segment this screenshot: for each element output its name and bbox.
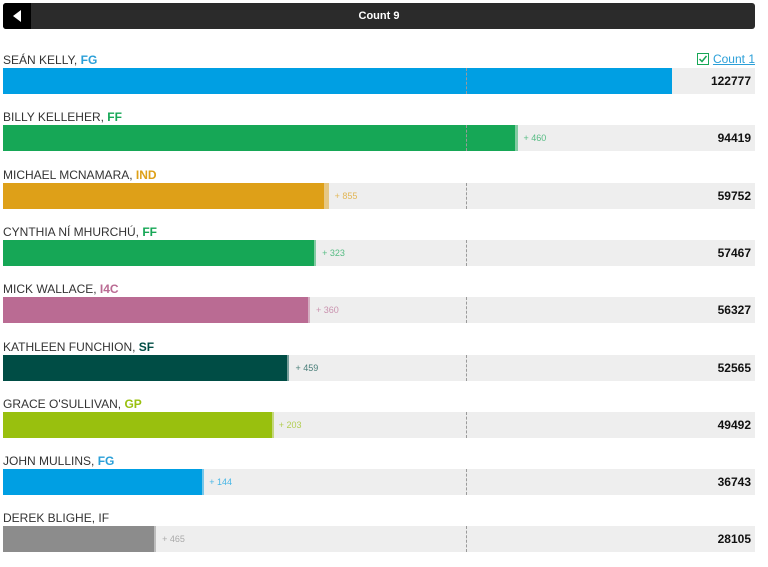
candidate-row: MICK WALLACE, I4C + 360 56327 xyxy=(3,281,755,338)
bar-transfer-gain xyxy=(323,182,329,209)
transfer-gain-label: + 459 xyxy=(295,362,319,373)
bar-previous-votes xyxy=(3,125,515,152)
bar-track: + 144 36743 xyxy=(3,469,755,496)
party-label: GP xyxy=(124,396,142,411)
quota-marker xyxy=(466,239,468,266)
vote-total: 52565 xyxy=(717,360,751,375)
quota-marker xyxy=(466,68,468,94)
transfer-gain-label: + 323 xyxy=(322,247,345,258)
candidate-name: DEREK BLIGHE, IF xyxy=(3,511,110,526)
bar-previous-votes xyxy=(3,354,287,381)
candidate-row: CYNTHIA NÍ MHURCHÚ, FF + 323 57467 xyxy=(3,224,755,281)
bar-track: + 855 59752 xyxy=(3,182,755,209)
quota-marker xyxy=(466,182,468,209)
vote-total: 56327 xyxy=(717,303,751,318)
candidate-row: DEREK BLIGHE, IF + 465 28105 xyxy=(3,510,755,567)
party-label: I4C xyxy=(99,282,119,297)
bar-previous-votes xyxy=(3,239,315,266)
party-label: FG xyxy=(97,454,115,469)
transfer-gain-label: + 460 xyxy=(523,133,547,144)
bar-track: 122777 xyxy=(3,68,755,94)
party-label: FG xyxy=(80,53,98,67)
count-1-link[interactable]: Count 1 xyxy=(696,52,755,66)
candidate-label: MICK WALLACE, I4C xyxy=(3,281,119,297)
count-title: Count 9 xyxy=(358,10,400,22)
bar-previous-votes xyxy=(3,68,673,94)
bar-transfer-gain xyxy=(307,297,310,324)
chevron-left-icon xyxy=(13,10,21,22)
transfer-gain-label: + 855 xyxy=(334,190,358,201)
candidate-row: JOHN MULLINS, FG + 144 36743 xyxy=(3,453,755,510)
count-header: Count 9 xyxy=(3,3,755,29)
back-button[interactable] xyxy=(3,3,31,29)
candidate-name: KATHLEEN FUNCHION, xyxy=(3,339,139,354)
candidate-row: GRACE O'SULLIVAN, GP + 203 49492 xyxy=(3,396,755,453)
party-label: SF xyxy=(138,339,155,354)
quota-marker xyxy=(466,354,468,381)
checkbox-checked-icon xyxy=(696,53,709,65)
transfer-gain-label: + 465 xyxy=(162,534,185,545)
candidate-label: DEREK BLIGHE, IF xyxy=(3,510,109,526)
candidate-row: KATHLEEN FUNCHION, SF + 459 52565 xyxy=(3,339,755,396)
vote-total: 94419 xyxy=(717,131,751,146)
party-label: IND xyxy=(135,167,157,182)
bar-transfer-gain xyxy=(286,354,290,381)
quota-marker xyxy=(466,411,468,438)
candidate-row: MICHAEL MCNAMARA, IND + 855 59752 xyxy=(3,167,755,224)
vote-total: 59752 xyxy=(717,188,751,203)
party-label: FF xyxy=(142,224,158,239)
candidate-row: BILLY KELLEHER, FF + 460 94419 xyxy=(3,109,755,166)
candidate-label: BILLY KELLEHER, FF xyxy=(3,109,122,125)
bar-transfer-gain xyxy=(515,125,518,152)
quota-marker xyxy=(466,526,468,553)
vote-total: 57467 xyxy=(717,245,751,260)
candidate-name: BILLY KELLEHER, xyxy=(3,110,108,125)
bar-previous-votes xyxy=(3,182,324,209)
quota-marker xyxy=(466,297,468,324)
vote-total: 28105 xyxy=(717,532,751,547)
vote-total: 49492 xyxy=(717,417,751,432)
candidate-name: GRACE O'SULLIVAN, xyxy=(3,396,125,411)
transfer-gain-label: + 144 xyxy=(209,477,232,488)
candidate-label: SEÁN KELLY, FG xyxy=(3,52,97,68)
bar-track: + 460 94419 xyxy=(3,125,755,152)
candidate-label: JOHN MULLINS, FG xyxy=(3,453,114,469)
candidate-label: KATHLEEN FUNCHION, SF xyxy=(3,339,154,355)
bar-previous-votes xyxy=(3,526,154,553)
quota-marker xyxy=(466,469,468,496)
transfer-gain-label: + 360 xyxy=(315,305,339,316)
bar-previous-votes xyxy=(3,411,272,438)
candidate-label: GRACE O'SULLIVAN, GP xyxy=(3,396,142,412)
quota-marker xyxy=(466,125,468,152)
candidate-name: MICK WALLACE, xyxy=(3,282,100,297)
bar-track: + 203 49492 xyxy=(3,411,755,438)
bar-track: + 360 56327 xyxy=(3,297,755,324)
candidate-label: CYNTHIA NÍ MHURCHÚ, FF xyxy=(3,224,157,240)
candidate-label: MICHAEL MCNAMARA, IND xyxy=(3,167,157,183)
bar-track: + 459 52565 xyxy=(3,354,755,381)
bar-track: + 323 57467 xyxy=(3,239,755,266)
bar-transfer-gain xyxy=(271,411,274,438)
candidate-row: SEÁN KELLY, FG 122777 xyxy=(3,52,755,109)
candidate-name: MICHAEL MCNAMARA, xyxy=(3,167,136,182)
candidate-name: CYNTHIA NÍ MHURCHÚ, xyxy=(3,224,143,239)
transfer-gain-label: + 203 xyxy=(278,419,302,430)
count-1-link-label: Count 1 xyxy=(712,52,755,66)
bar-previous-votes xyxy=(3,469,203,496)
bar-transfer-gain xyxy=(153,526,157,553)
party-label: FF xyxy=(107,110,122,125)
candidate-name: SEÁN KELLY, xyxy=(3,53,81,67)
bar-transfer-gain xyxy=(314,239,317,266)
bar-previous-votes xyxy=(3,297,308,324)
bar-transfer-gain xyxy=(202,469,205,496)
vote-total: 122777 xyxy=(710,74,751,88)
candidate-name: JOHN MULLINS, xyxy=(3,454,98,469)
bar-track: + 465 28105 xyxy=(3,526,755,553)
vote-total: 36743 xyxy=(717,475,751,490)
